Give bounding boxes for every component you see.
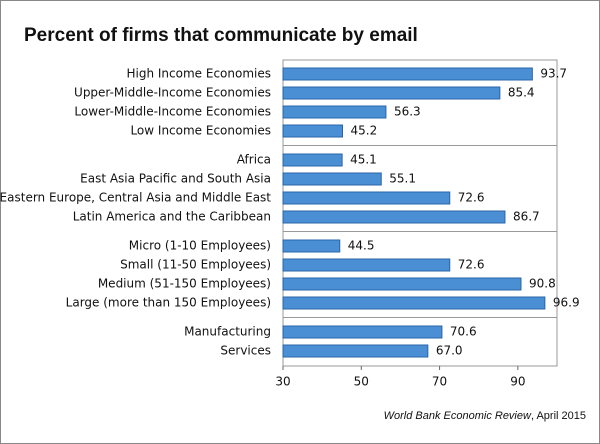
bar bbox=[282, 325, 443, 339]
bar bbox=[282, 153, 343, 167]
value-label: 44.5 bbox=[348, 239, 375, 253]
bar bbox=[282, 67, 533, 81]
value-label: 93.7 bbox=[540, 67, 567, 81]
value-label: 56.3 bbox=[394, 105, 421, 119]
bar bbox=[282, 172, 382, 186]
y-tick-label: Lower-Middle-Income Economies bbox=[74, 105, 271, 119]
bar bbox=[282, 105, 387, 119]
y-tick-label: Medium (51-150 Employees) bbox=[98, 277, 271, 291]
value-label: 85.4 bbox=[508, 86, 535, 100]
x-tick-label: 90 bbox=[510, 375, 525, 389]
bar bbox=[282, 86, 501, 100]
x-tick-label: 30 bbox=[275, 375, 290, 389]
value-label: 70.6 bbox=[450, 325, 477, 339]
chart-title: Percent of firms that communicate by ema… bbox=[24, 25, 418, 46]
value-label: 67.0 bbox=[436, 344, 463, 358]
bar bbox=[282, 239, 341, 253]
y-tick-label: Low Income Economies bbox=[130, 124, 271, 138]
bar bbox=[282, 277, 522, 291]
y-tick-label: Large (more than 150 Employees) bbox=[66, 296, 271, 310]
value-label: 90.8 bbox=[529, 277, 556, 291]
value-label: 45.2 bbox=[350, 124, 377, 138]
x-tick-label: 50 bbox=[354, 375, 369, 389]
x-tick-label: 70 bbox=[432, 375, 447, 389]
source-publication: World Bank Economic Review bbox=[384, 410, 532, 422]
value-label: 55.1 bbox=[389, 172, 416, 186]
y-tick-label: Small (11-50 Employees) bbox=[120, 258, 271, 272]
y-tick-label: Africa bbox=[237, 153, 271, 167]
y-tick-label: Latin America and the Caribbean bbox=[73, 210, 271, 224]
value-label: 86.7 bbox=[513, 210, 540, 224]
y-tick-label: East Asia Pacific and South Asia bbox=[80, 172, 271, 186]
y-tick-label: Upper-Middle-Income Economies bbox=[74, 86, 271, 100]
y-tick-label: Eastern Europe, Central Asia and Middle … bbox=[0, 191, 271, 205]
value-label: 96.9 bbox=[553, 296, 580, 310]
value-label: 45.1 bbox=[350, 153, 377, 167]
y-tick-label: High Income Economies bbox=[127, 67, 272, 81]
y-tick-label: Services bbox=[220, 344, 271, 358]
source-date: , April 2015 bbox=[531, 410, 586, 422]
bar bbox=[282, 258, 451, 272]
value-label: 72.6 bbox=[458, 258, 485, 272]
source: World Bank Economic Review, April 2015 bbox=[384, 410, 586, 422]
bar bbox=[282, 296, 546, 310]
bar bbox=[282, 124, 343, 138]
y-tick-label: Manufacturing bbox=[184, 325, 271, 339]
bar bbox=[282, 191, 451, 205]
bar bbox=[282, 344, 429, 358]
bar bbox=[282, 210, 506, 224]
y-tick-label: Micro (1-10 Employees) bbox=[129, 239, 271, 253]
value-label: 72.6 bbox=[458, 191, 485, 205]
